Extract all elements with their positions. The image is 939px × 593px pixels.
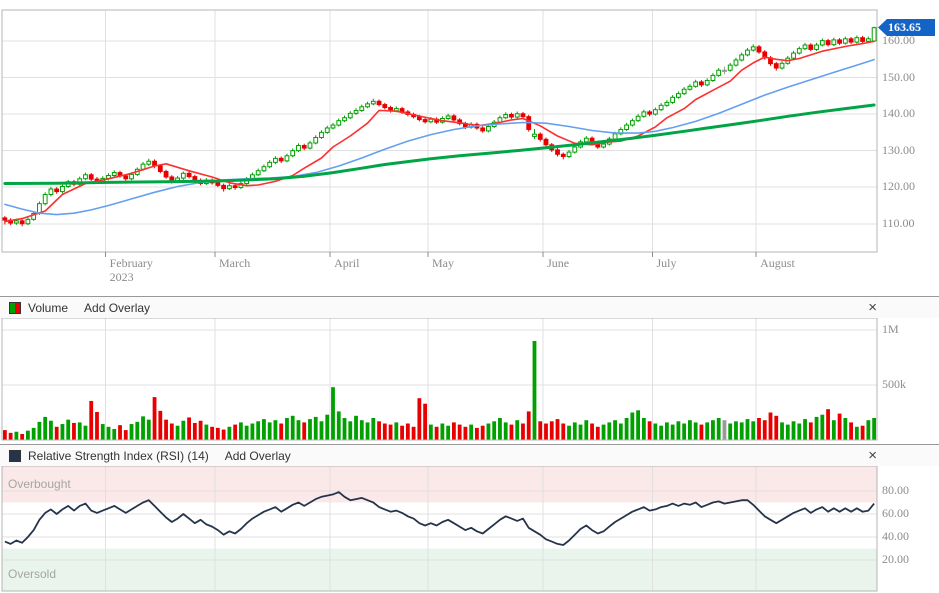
volume-axis-label: 500k [882, 377, 906, 391]
rsi-axis-label: 60.00 [882, 506, 909, 520]
x-axis-month-label: April [334, 256, 360, 270]
volume-legend-swatch-icon [9, 301, 21, 314]
rsi-panel-header: Relative Strength Index (RSI) (14) Add O… [0, 444, 939, 466]
price-axis-label: 120.00 [882, 179, 915, 194]
oversold-label: Oversold [8, 567, 57, 581]
price-axis-label: 160.00 [882, 33, 915, 47]
rsi-axis-label: 20.00 [882, 552, 909, 566]
volume-axis-label: 1M [882, 322, 899, 336]
x-axis-month-label: August [760, 256, 795, 270]
rsi-axis-label: 80.00 [882, 483, 909, 497]
rsi-add-overlay-link[interactable]: Add Overlay [224, 448, 291, 463]
price-axis-label: 140.00 [882, 106, 915, 121]
rsi-axis-label: 40.00 [882, 529, 909, 543]
volume-add-overlay-link[interactable]: Add Overlay [84, 300, 151, 315]
volume-panel-title: Volume [28, 300, 69, 315]
rsi-legend-swatch-icon [9, 449, 21, 462]
x-axis-month-label: June [547, 256, 570, 270]
x-axis-month-label: May [431, 256, 454, 270]
rsi-panel-title: Relative Strength Index (RSI) (14) [28, 448, 209, 463]
x-axis-month-label: July [656, 256, 677, 270]
overbought-label: Overbought [8, 477, 71, 491]
price-axis-label: 110.00 [882, 215, 915, 230]
price-axis-label: 130.00 [882, 142, 915, 157]
volume-panel-header: Volume Add Overlay × [0, 296, 939, 318]
x-axis-month-label: February 2023 [109, 256, 153, 284]
rsi-panel-close-button[interactable]: × [868, 446, 877, 464]
last-price-tag: 163.65 [878, 19, 935, 36]
price-axis-label: 150.00 [882, 69, 915, 84]
volume-panel-close-button[interactable]: × [868, 298, 877, 316]
x-axis-month-label: March [218, 256, 251, 270]
